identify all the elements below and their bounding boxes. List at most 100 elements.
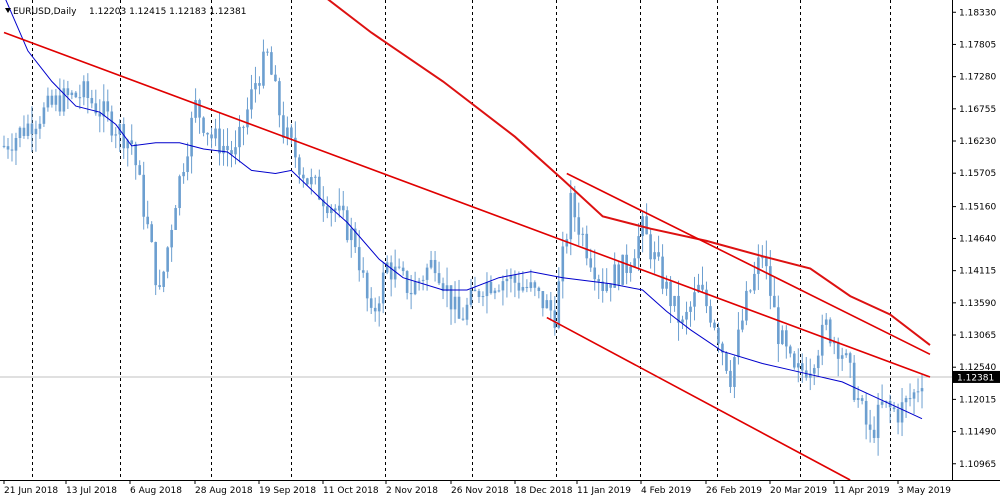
candle-body: [106, 101, 110, 112]
time-tick-label: 18 Dec 2018: [515, 486, 573, 496]
candle-body: [729, 370, 732, 387]
candle-body: [761, 257, 764, 259]
candle-body: [270, 52, 273, 75]
price-tick-label: 1.17805: [959, 40, 996, 50]
time-tick-label: 11 Apr 2019: [834, 486, 890, 496]
time-tick-label: 13 Jul 2018: [66, 486, 117, 496]
candle-body: [78, 97, 82, 99]
candle-body: [397, 266, 401, 268]
price-tick-label: 1.12015: [959, 395, 996, 405]
candle-body: [916, 391, 920, 393]
chart-menu-arrow-icon[interactable]: [5, 8, 11, 13]
candle-body: [409, 292, 413, 295]
candle-body: [605, 283, 608, 292]
candle-body: [361, 270, 365, 273]
candle-body: [238, 126, 241, 148]
candle-body: [908, 398, 912, 400]
candle-body: [389, 262, 393, 280]
candle-body: [828, 319, 832, 344]
candle-body: [649, 234, 652, 260]
trendline-channel-upper-left[interactable]: [3, 31, 931, 378]
candle-body: [70, 92, 74, 96]
candle-body: [94, 103, 98, 114]
candle-body: [38, 123, 42, 129]
candle-body: [369, 298, 373, 308]
candle-body: [585, 233, 589, 259]
candle-body: [868, 424, 872, 430]
candle-body: [749, 290, 752, 292]
price-tick-label: 1.16755: [959, 105, 996, 115]
candle-body: [290, 127, 293, 138]
candle-body: [326, 206, 329, 214]
candle-body: [900, 402, 904, 423]
candle-body: [629, 266, 632, 273]
candle-body: [577, 217, 581, 235]
candle-body: [222, 145, 225, 154]
candle-body: [282, 115, 285, 138]
chart-title: EURUSD,Daily: [13, 7, 77, 17]
candle-body: [314, 176, 317, 178]
candle-body: [533, 282, 537, 288]
candle-body: [737, 329, 740, 358]
trendline-channel-upper-right[interactable]: [566, 172, 931, 356]
candle-body: [856, 398, 860, 400]
price-tick-label: 1.14640: [959, 234, 996, 244]
candle-body: [880, 401, 884, 405]
current-price-badge: [953, 370, 1000, 383]
candle-body: [705, 289, 708, 307]
candle-body: [573, 192, 577, 218]
candle-body: [860, 398, 864, 401]
candle-body: [796, 363, 800, 368]
candle-body: [781, 330, 784, 345]
candle-body: [254, 83, 257, 90]
candle-body: [808, 373, 812, 378]
candle-body: [190, 117, 193, 157]
price-tick-label: 1.14115: [959, 267, 996, 277]
candle-body: [633, 258, 636, 267]
candle-body: [102, 101, 106, 117]
candle-body: [920, 388, 924, 392]
time-tick-label: 2 Nov 2018: [386, 486, 438, 496]
candle-body: [310, 177, 313, 185]
candle-body: [769, 266, 772, 296]
candle-body: [469, 289, 473, 305]
time-tick-label: 11 Oct 2018: [323, 486, 379, 496]
trendline-channel-lower[interactable]: [546, 316, 851, 481]
candle-body: [178, 176, 181, 209]
candle-body: [653, 252, 656, 260]
time-tick-label: 11 Jan 2019: [577, 486, 631, 496]
candle-body: [725, 352, 728, 371]
candle-body: [713, 322, 716, 328]
candle-body: [785, 330, 788, 347]
candle-body: [90, 97, 94, 104]
candle-body: [286, 127, 289, 138]
candle-body: [645, 216, 648, 235]
candle-body: [46, 95, 50, 108]
candle-body: [30, 123, 34, 135]
candle-body: [709, 306, 712, 323]
candle-body: [174, 208, 177, 230]
candle-body: [333, 208, 337, 211]
candle-body: [401, 267, 405, 272]
candle-body: [549, 300, 553, 311]
candle-body: [126, 140, 130, 149]
candle-body: [162, 271, 165, 287]
candle-body: [417, 280, 421, 282]
candle-body: [306, 178, 309, 185]
candle-body: [541, 291, 545, 309]
candle-body: [773, 295, 776, 308]
candle-body: [489, 281, 493, 294]
candle-body: [210, 134, 213, 139]
candle-body: [904, 398, 908, 403]
candle-body: [473, 289, 477, 292]
candle-body: [701, 284, 704, 290]
candle-body: [481, 296, 485, 298]
candle-body: [513, 275, 517, 283]
candle-body: [298, 157, 301, 175]
candle-body: [717, 327, 720, 344]
candle-body: [294, 137, 297, 158]
candle-body: [485, 281, 489, 297]
candle-body: [697, 284, 700, 293]
